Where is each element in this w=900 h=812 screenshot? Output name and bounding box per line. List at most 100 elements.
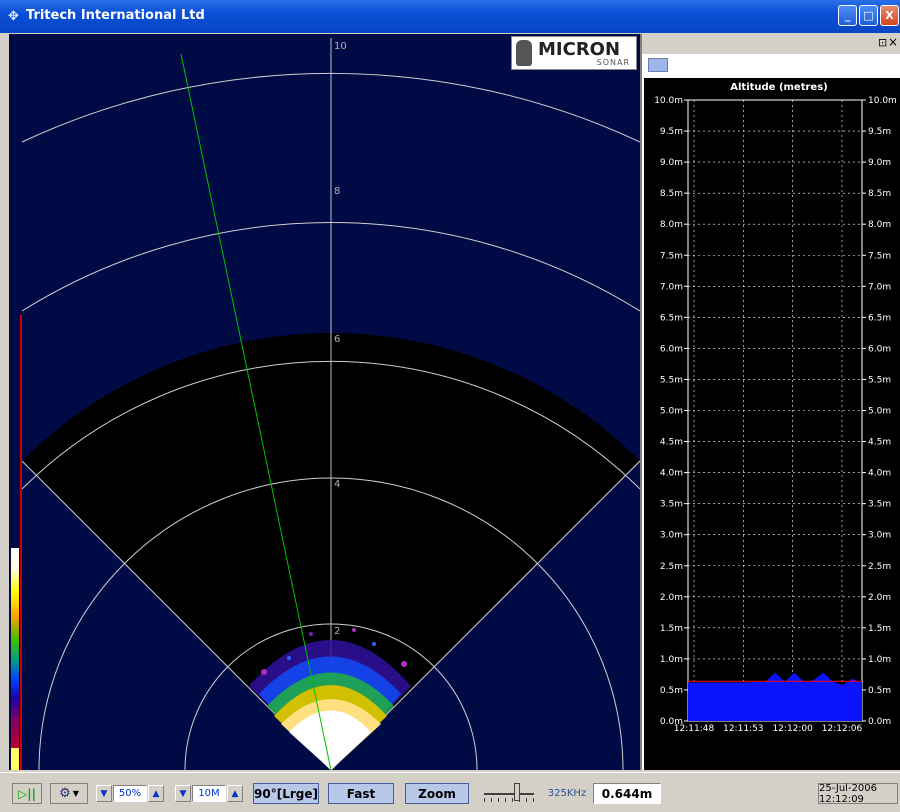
y-tick-label-right: 0.0m: [868, 717, 891, 727]
x-tick-labels: 12:11:48 12:11:53 12:12:00 12:12:06: [674, 724, 863, 734]
range-label-4: 4: [334, 479, 340, 490]
y-tick-label-left: 0.0m: [660, 717, 683, 727]
y-tick-label-right: 0.5m: [868, 686, 891, 696]
y-tick-label-right: 5.5m: [868, 375, 891, 385]
range-label-10: 10: [334, 41, 347, 52]
arrow-up-icon: ▲: [152, 788, 160, 799]
range-decrease-button[interactable]: ▼: [175, 785, 191, 802]
frequency-slider-knob[interactable]: [514, 783, 520, 801]
y-tick-labels: 10.0m 10.0m 9.5m 9.5m 9.0m 9.0m 8.5m 8.5m 8.0m 8.…: [654, 96, 897, 727]
y-tick-label-left: 3.5m: [660, 500, 683, 510]
altitude-chart: Altitude (metres) 10.0m 10.0m 9.5m 9.5m 9.0m…: [644, 78, 900, 770]
beam-line: [180, 53, 332, 770]
gain-value: 50%: [113, 785, 147, 802]
tools-button[interactable]: ⚙ ▼: [50, 783, 88, 804]
pin-icon[interactable]: ⊡: [878, 36, 888, 49]
sonar-head-icon: [516, 40, 532, 66]
sonar-svg: 10 8 6 4 2: [21, 38, 640, 770]
x-tick-label: 12:11:53: [723, 724, 763, 734]
y-tick-label-right: 10.0m: [868, 96, 897, 106]
y-tick-label-right: 6.0m: [868, 344, 891, 354]
altitude-panel: ⊡ × Altitude (metres) 10.0m 10.0m 9.5m 9.5m…: [640, 34, 900, 770]
arrow-up-icon: ▲: [231, 788, 239, 799]
y-tick-label-right: 2.5m: [868, 562, 891, 572]
y-tick-label-right: 6.5m: [868, 313, 891, 323]
panel-header: ⊡ ×: [642, 34, 900, 54]
y-tick-label-left: 10.0m: [654, 96, 683, 106]
gain-decrease-button[interactable]: ▼: [96, 785, 112, 802]
close-button[interactable]: X: [880, 5, 899, 26]
y-tick-label-right: 1.5m: [868, 624, 891, 634]
sonar-display[interactable]: 10 8 6 4 2: [9, 34, 640, 770]
x-tick-label: 12:12:00: [772, 724, 813, 734]
speed-button[interactable]: Fast: [328, 783, 394, 804]
y-tick-label-right: 7.5m: [868, 251, 891, 261]
chart-icon[interactable]: [648, 58, 668, 72]
y-tick-label-right: 7.0m: [868, 282, 891, 292]
y-tick-label-left: 1.5m: [660, 624, 683, 634]
y-tick-label-left: 6.0m: [660, 344, 683, 354]
chevron-down-icon: ▼: [72, 789, 79, 798]
play-pause-button[interactable]: ▷||: [12, 783, 42, 804]
altitude-readout: 0.644m: [593, 783, 661, 804]
frequency-slider-ticks: [484, 798, 534, 802]
y-tick-label-left: 5.0m: [660, 407, 683, 417]
y-tick-label-right: 9.0m: [868, 158, 891, 168]
y-tick-label-right: 4.0m: [868, 469, 891, 479]
arrow-down-icon: ▼: [179, 788, 187, 799]
y-tick-label-left: 9.0m: [660, 158, 683, 168]
y-tick-label-left: 3.0m: [660, 531, 683, 541]
y-tick-label-right: 3.5m: [868, 500, 891, 510]
y-tick-label-right: 5.0m: [868, 407, 891, 417]
y-tick-label-left: 2.5m: [660, 562, 683, 572]
y-tick-label-left: 7.0m: [660, 282, 683, 292]
chart-series: [688, 672, 862, 721]
datetime-readout: 25-Jul-2006 12:12:09: [818, 783, 898, 805]
frequency-slider-track[interactable]: [484, 793, 534, 795]
micron-sonar-logo: MICRON SONAR: [511, 36, 637, 70]
y-tick-label-left: 0.5m: [660, 686, 683, 696]
range-label-2: 2: [334, 626, 340, 637]
chart-grid: [684, 99, 866, 722]
color-scale-low: [11, 748, 19, 770]
range-increase-button[interactable]: ▲: [227, 785, 243, 802]
sector-button[interactable]: 90°[Lrge]: [253, 783, 319, 804]
altitude-chart-svg: Altitude (metres) 10.0m 10.0m 9.5m 9.5m 9.0m…: [654, 82, 897, 734]
logo-main-text: MICRON: [538, 39, 621, 60]
range-label-8: 8: [334, 186, 340, 197]
y-tick-label-right: 4.5m: [868, 438, 891, 448]
wrench-icon: ⚙: [59, 786, 71, 801]
app-icon: ✥: [8, 9, 19, 24]
y-tick-label-left: 7.5m: [660, 251, 683, 261]
y-tick-label-right: 9.5m: [868, 127, 891, 137]
y-tick-label-left: 4.5m: [660, 438, 683, 448]
frequency-value: 325KHz: [547, 788, 587, 799]
minimize-button[interactable]: _: [838, 5, 857, 26]
y-tick-label-left: 5.5m: [660, 375, 683, 385]
colorbar-marker-line: [20, 315, 22, 770]
y-tick-label-left: 2.0m: [660, 593, 683, 603]
status-bar: ▷|| ⚙ ▼ ▼ 50% ▲ ▼ 10M ▲ 90°[Lrge] Fast Z…: [0, 772, 900, 812]
y-tick-label-right: 3.0m: [868, 531, 891, 541]
y-tick-label-left: 1.0m: [660, 655, 683, 665]
range-labels: 10 8 6 4 2: [334, 41, 347, 637]
echo-returns: [249, 628, 411, 770]
title-bar: ✥ Tritech International Ltd _ □ X: [0, 0, 900, 33]
zoom-button[interactable]: Zoom: [405, 783, 469, 804]
y-tick-label-left: 6.5m: [660, 313, 683, 323]
panel-close-icon[interactable]: ×: [888, 35, 899, 49]
gain-increase-button[interactable]: ▲: [148, 785, 164, 802]
chart-title: Altitude (metres): [730, 82, 828, 93]
range-label-6: 6: [334, 334, 340, 345]
maximize-button[interactable]: □: [859, 5, 878, 26]
y-tick-label-right: 1.0m: [868, 655, 891, 665]
y-tick-label-left: 9.5m: [660, 127, 683, 137]
window-title: Tritech International Ltd: [26, 8, 205, 23]
x-tick-label: 12:12:06: [822, 724, 863, 734]
y-tick-label-left: 4.0m: [660, 469, 683, 479]
x-tick-label: 12:11:48: [674, 724, 715, 734]
y-tick-label-left: 8.0m: [660, 220, 683, 230]
range-value: 10M: [192, 785, 226, 802]
y-tick-label-right: 8.0m: [868, 220, 891, 230]
logo-sub-text: SONAR: [596, 58, 630, 67]
